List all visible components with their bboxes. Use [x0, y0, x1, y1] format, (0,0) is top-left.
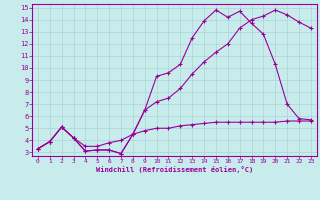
X-axis label: Windchill (Refroidissement éolien,°C): Windchill (Refroidissement éolien,°C)	[96, 166, 253, 173]
